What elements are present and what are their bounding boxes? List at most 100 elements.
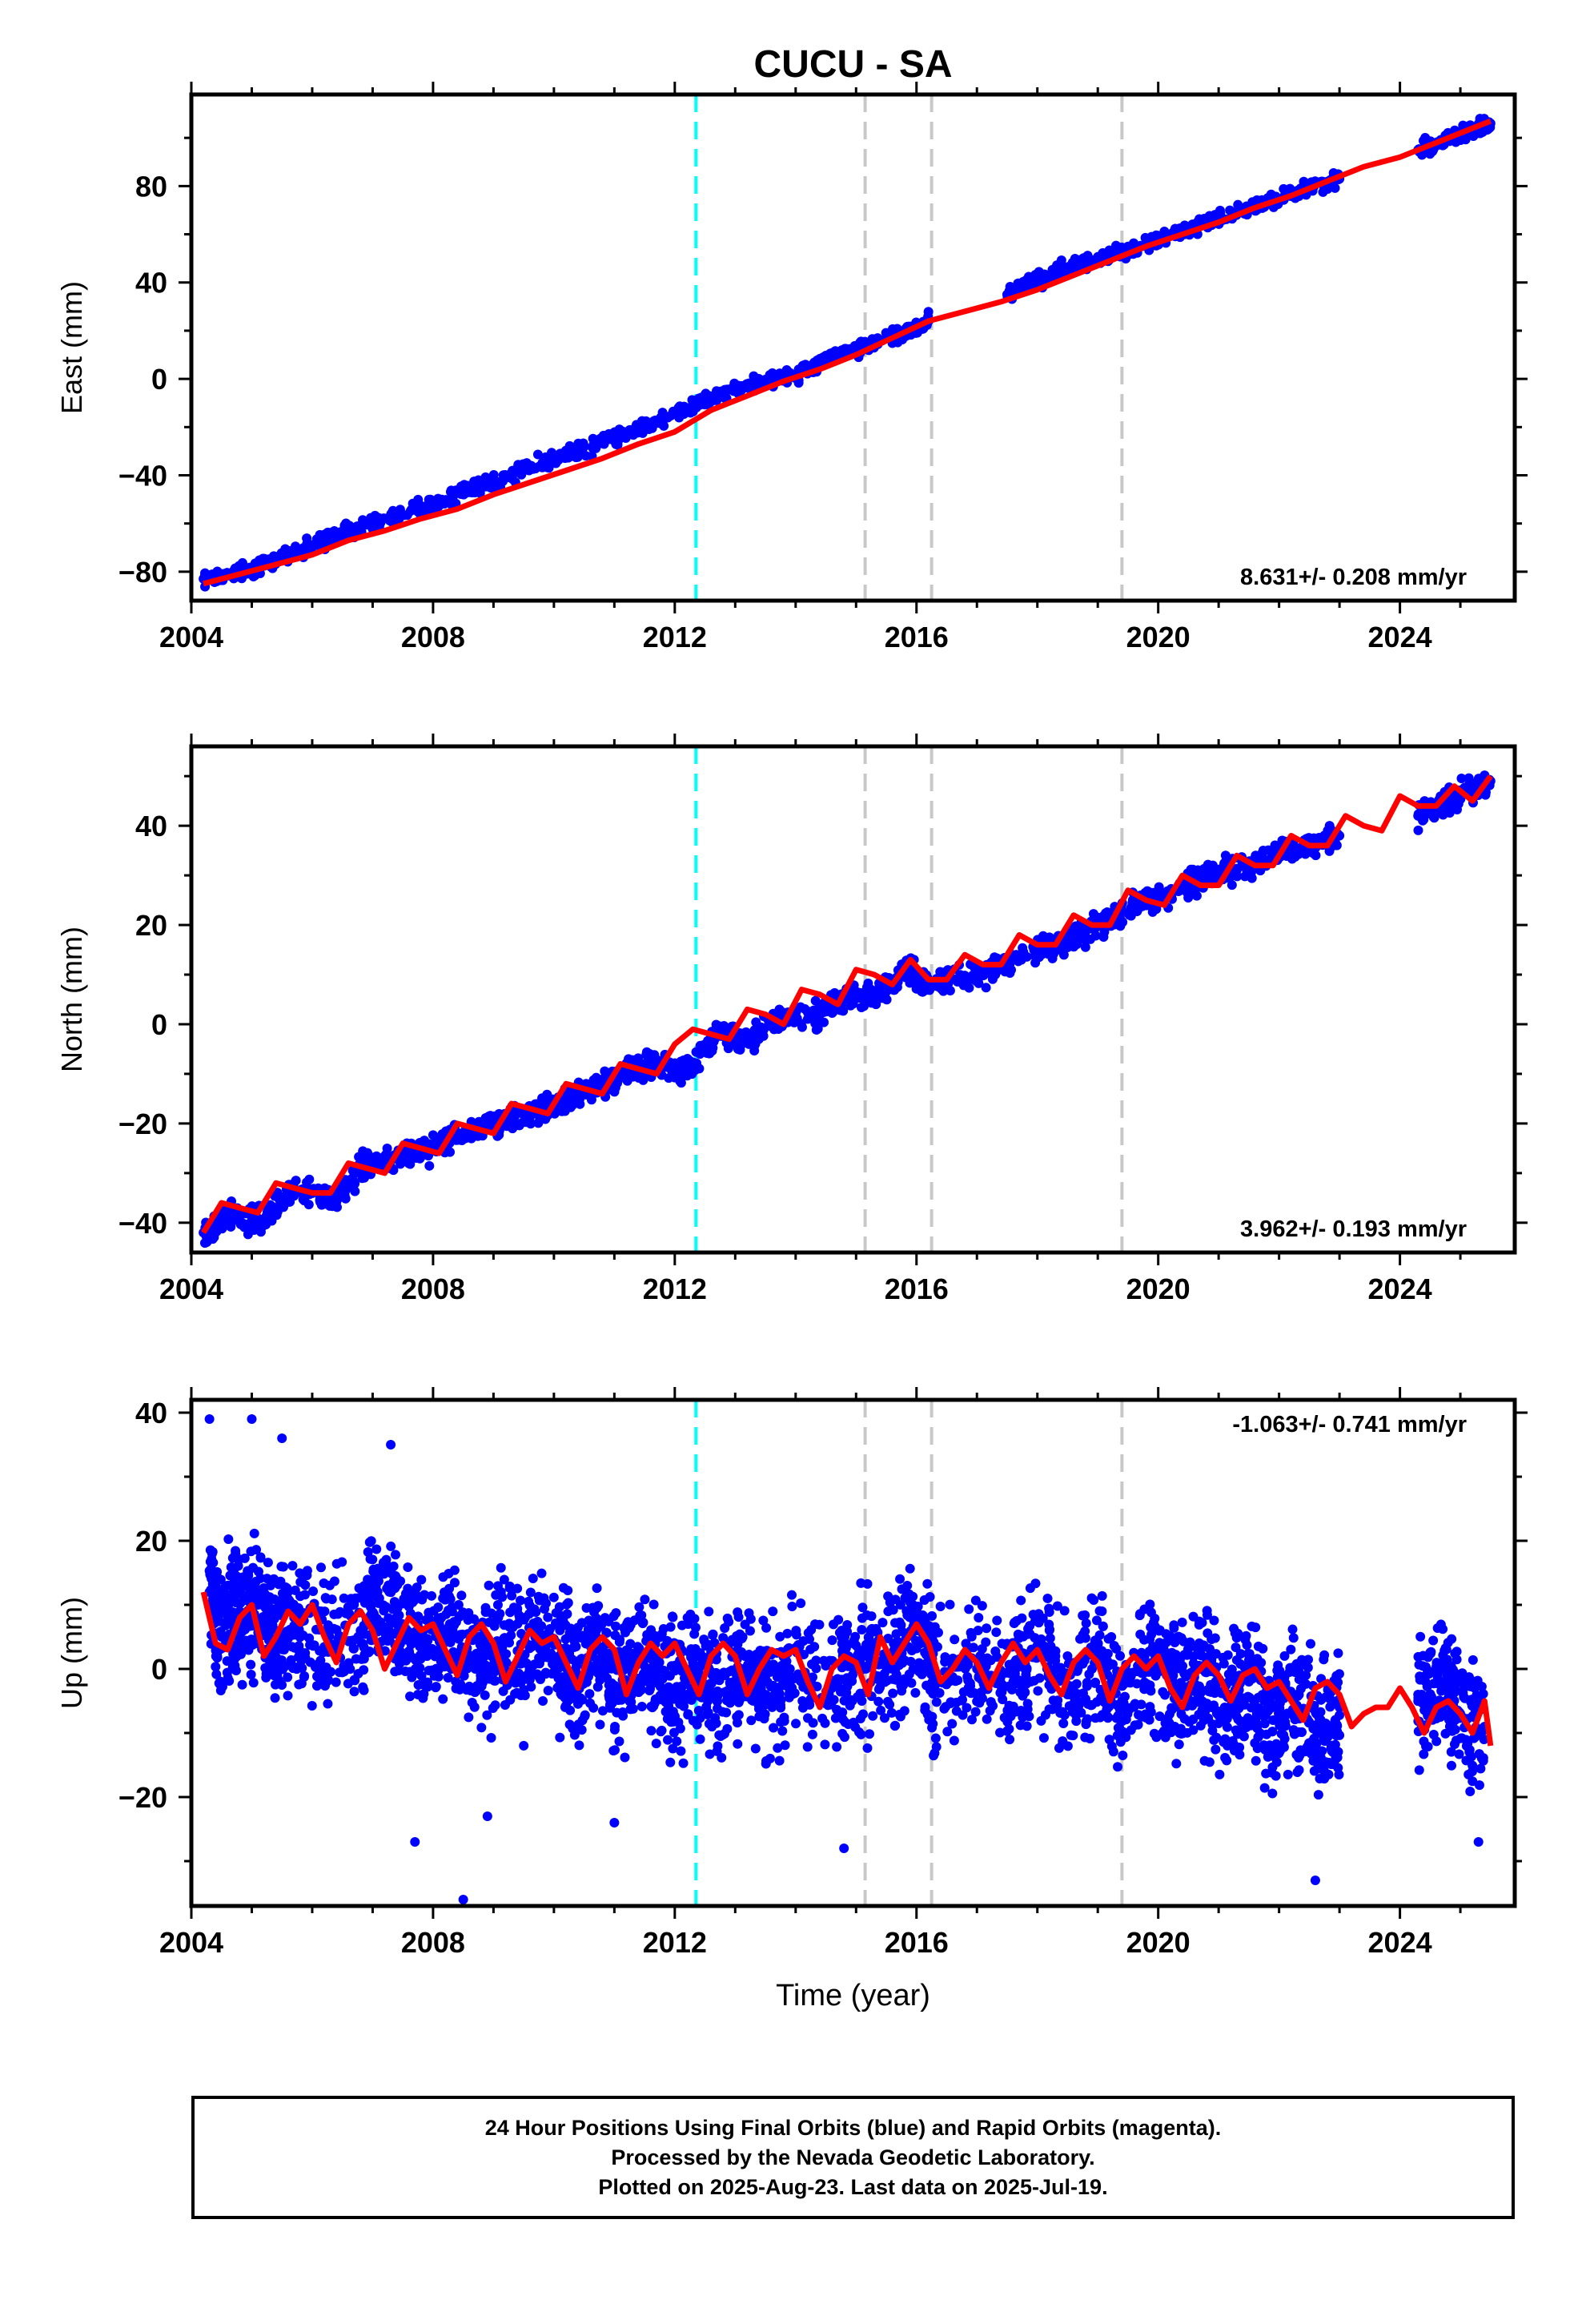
data-point (981, 983, 991, 993)
data-point (693, 1706, 704, 1716)
data-point (636, 1610, 647, 1621)
model-fit-line (201, 774, 1493, 1235)
data-point (464, 1712, 474, 1723)
data-point (516, 1595, 526, 1606)
data-point (502, 1121, 512, 1132)
x-tick-label: 2024 (1368, 621, 1432, 653)
y-axis-label: North (mm) (55, 927, 88, 1072)
data-point (945, 985, 955, 995)
data-point (791, 1719, 801, 1729)
data-point (786, 1590, 797, 1600)
data-point (961, 975, 971, 985)
data-point (1056, 255, 1066, 266)
data-point (525, 1587, 536, 1598)
data-point (375, 1617, 386, 1627)
data-point (337, 528, 347, 538)
data-point (295, 1568, 305, 1578)
data-point (1473, 128, 1484, 139)
data-point (261, 1613, 271, 1623)
data-point (382, 1143, 392, 1153)
data-point (768, 1606, 778, 1617)
data-point (365, 1594, 375, 1604)
data-point (519, 465, 529, 476)
data-point (774, 1755, 785, 1766)
data-point (773, 1743, 783, 1753)
data-point (987, 974, 998, 984)
plot-area (200, 1400, 1494, 1906)
data-point (383, 1613, 394, 1623)
data-point (821, 355, 831, 365)
data-point (229, 1552, 239, 1562)
data-point (302, 1566, 312, 1576)
data-point (849, 1635, 859, 1646)
data-point (543, 1686, 553, 1696)
data-point (775, 1689, 785, 1699)
data-point (451, 1676, 461, 1687)
data-point (689, 1629, 700, 1639)
data-point (248, 1678, 259, 1688)
data-point (814, 1619, 825, 1630)
data-point (211, 1662, 221, 1672)
data-point (881, 328, 891, 338)
data-point (449, 1565, 460, 1575)
x-tick-label: 2004 (159, 1273, 223, 1305)
data-point (699, 1634, 709, 1645)
data-point (572, 1699, 583, 1709)
data-point (261, 1672, 271, 1683)
data-point (412, 1667, 423, 1677)
data-point (791, 1626, 801, 1636)
data-point (306, 543, 316, 553)
x-tick-label: 2020 (1126, 1273, 1191, 1305)
data-point (469, 1702, 480, 1712)
data-point (296, 1653, 307, 1663)
data-point (802, 1014, 813, 1024)
data-point (489, 1675, 500, 1686)
data-point (496, 1562, 506, 1573)
data-point (605, 1655, 616, 1665)
data-point (805, 1634, 815, 1644)
data-point (700, 396, 710, 406)
data-point (828, 1619, 838, 1630)
data-point (486, 1608, 496, 1618)
data-point (287, 1561, 298, 1571)
data-point (302, 1177, 312, 1188)
plot-area (199, 94, 1496, 601)
data-point (914, 977, 925, 987)
data-point (482, 1710, 492, 1720)
data-point (837, 1707, 848, 1718)
data-point (390, 1550, 400, 1560)
data-point (708, 1630, 718, 1640)
data-point (595, 1719, 605, 1730)
data-point (1142, 886, 1153, 896)
data-point (319, 529, 330, 540)
data-point (636, 1685, 646, 1695)
data-point (537, 1113, 548, 1124)
data-point (1307, 848, 1318, 858)
data-point (573, 1094, 584, 1104)
x-tick-label: 2020 (1126, 621, 1191, 653)
data-point (856, 1002, 866, 1012)
data-point (538, 1696, 548, 1707)
data-point (387, 1569, 397, 1579)
data-point (737, 1633, 747, 1643)
data-point (351, 1167, 362, 1177)
data-point (1473, 774, 1484, 784)
data-point (713, 1741, 723, 1751)
data-point (569, 1730, 580, 1740)
data-point (525, 1119, 536, 1129)
data-point (691, 1047, 701, 1057)
data-point (356, 1654, 367, 1664)
data-point (668, 1743, 678, 1754)
data-point (841, 1687, 852, 1698)
data-point (348, 1643, 359, 1654)
data-point (443, 1673, 453, 1683)
data-point (857, 1625, 867, 1635)
data-point (528, 1574, 538, 1584)
data-point (347, 1600, 358, 1610)
plot-area (199, 746, 1496, 1252)
data-point (331, 1677, 341, 1687)
data-point (311, 1660, 321, 1671)
data-point (753, 1699, 764, 1710)
data-point (350, 1178, 360, 1188)
data-point (413, 1690, 424, 1700)
